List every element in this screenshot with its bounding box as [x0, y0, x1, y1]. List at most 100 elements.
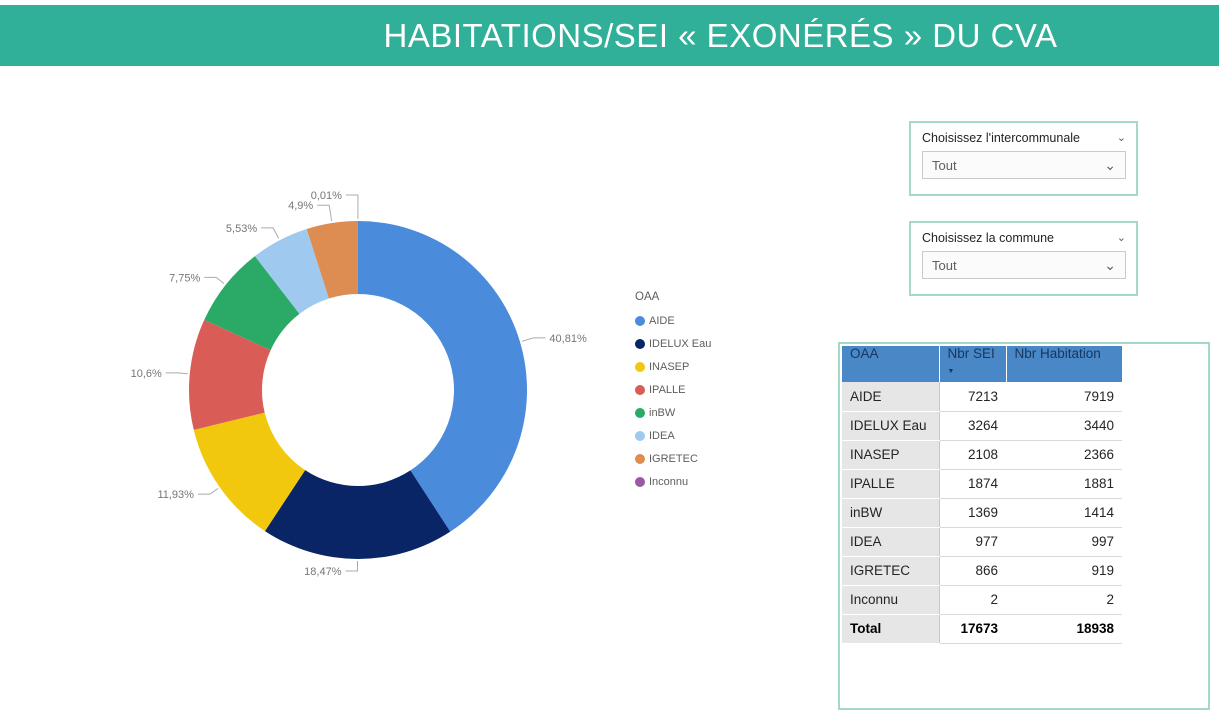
legend-item-IGRETEC[interactable]: IGRETEC: [635, 447, 725, 470]
legend-label: inBW: [649, 406, 676, 419]
table-cell-oaa[interactable]: INASEP: [842, 440, 940, 470]
table-row: IGRETEC 866 919: [842, 556, 1122, 586]
table-cell-value[interactable]: 866: [939, 556, 1006, 586]
donut-slice-label: 40,81%: [549, 333, 587, 345]
donut-slice-INASEP[interactable]: [193, 412, 306, 532]
table-cell-value[interactable]: 2: [939, 585, 1006, 615]
data-table-panel: OAA Nbr SEI ▼ Nbr Habitation AIDE 7213 791…: [838, 342, 1210, 710]
donut-slice-AIDE[interactable]: [358, 221, 527, 532]
label-leader-line: [521, 337, 546, 342]
legend-label: Inconnu: [649, 475, 689, 488]
legend-label: IDEA: [649, 429, 675, 442]
legend-item-IDEA[interactable]: IDEA: [635, 424, 725, 447]
legend-swatch-icon: [635, 407, 645, 418]
label-leader-line: [317, 204, 333, 222]
slicer-label: Choisissez la commune: [922, 231, 1054, 245]
label-leader-line: [345, 560, 359, 572]
donut-slice-inBW[interactable]: [204, 256, 300, 351]
donut-slice-label: 7,75%: [169, 272, 200, 284]
slicer-commune: Choisissez la commune ⌄ Tout ⌄: [909, 221, 1138, 296]
label-leader-line: [204, 276, 225, 285]
dropdown-value: Tout: [932, 157, 957, 173]
legend-swatch-icon: [635, 338, 645, 349]
chevron-down-icon[interactable]: ⌄: [1116, 231, 1126, 244]
label-leader-line: [197, 487, 219, 495]
table-cell-oaa[interactable]: IDELUX Eau: [842, 411, 940, 441]
table-cell-oaa[interactable]: Inconnu: [842, 585, 940, 615]
slicer-intercommunale: Choisissez l'intercommunale ⌄ Tout ⌄: [909, 121, 1138, 196]
legend-item-INASEP[interactable]: INASEP: [635, 355, 725, 378]
donut-slice-label: 4,9%: [288, 200, 313, 212]
page-title: HABITATIONS/SEI « EXONÉRÉS » DU CVA: [383, 16, 1058, 54]
table-cell-value[interactable]: 2108: [939, 440, 1006, 470]
legend-title: OAA: [635, 291, 660, 303]
chevron-down-icon: ⌄: [1104, 257, 1116, 273]
table-cell-value[interactable]: 1369: [939, 498, 1006, 528]
legend-item-IPALLE[interactable]: IPALLE: [635, 378, 725, 401]
donut-slice-IGRETEC[interactable]: [306, 221, 358, 299]
legend-item-AIDE[interactable]: AIDE: [635, 309, 725, 332]
table-cell-oaa[interactable]: IPALLE: [842, 469, 940, 499]
table-row: IDEA 977 997: [842, 527, 1122, 557]
table-cell-oaa[interactable]: IDEA: [842, 527, 940, 557]
table-cell-value[interactable]: 1414: [1006, 498, 1122, 528]
table-cell-value[interactable]: 7213: [939, 382, 1006, 412]
donut-slice-IDEA[interactable]: [254, 228, 329, 314]
donut-slice-label: 5,53%: [226, 223, 257, 235]
title-banner: HABITATIONS/SEI « EXONÉRÉS » DU CVA: [0, 5, 1219, 66]
chart-legend: OAA AIDE IDELUX Eau INASEP IPALLE inBW IDEA IG…: [635, 291, 725, 493]
table-cell-value[interactable]: 997: [1006, 527, 1122, 557]
column-header-nbr-habitation[interactable]: Nbr Habitation: [1006, 346, 1122, 382]
table-cell-value[interactable]: 1881: [1006, 469, 1122, 499]
table-row: INASEP 2108 2366: [842, 440, 1122, 470]
label-leader-line: [345, 194, 359, 220]
donut-slice-IDELUX Eau[interactable]: [264, 470, 451, 559]
label-leader-line: [165, 372, 188, 375]
slicer-header: Choisissez la commune ⌄: [911, 223, 1136, 249]
table-cell-value[interactable]: 3440: [1006, 411, 1122, 441]
table-header-row: OAA Nbr SEI ▼ Nbr Habitation: [842, 346, 1122, 382]
table-cell-oaa[interactable]: IGRETEC: [842, 556, 940, 586]
column-header-nbr-sei[interactable]: Nbr SEI ▼: [939, 346, 1007, 382]
legend-swatch-icon: [635, 361, 645, 372]
table-cell-oaa[interactable]: Total: [842, 614, 940, 644]
sort-descending-icon: ▼: [947, 368, 955, 375]
legend-item-IDELUX Eau[interactable]: IDELUX Eau: [635, 332, 725, 355]
legend-label: IPALLE: [649, 383, 686, 396]
legend-item-Inconnu[interactable]: Inconnu: [635, 470, 725, 493]
label-leader-line: [261, 227, 280, 239]
table-cell-value[interactable]: 977: [939, 527, 1006, 557]
legend-swatch-icon: [635, 430, 645, 441]
table-cell-value[interactable]: 7919: [1006, 382, 1122, 412]
table-cell-value[interactable]: 919: [1006, 556, 1122, 586]
legend-swatch-icon: [635, 453, 645, 464]
legend-label: AIDE: [649, 314, 675, 327]
column-header-oaa[interactable]: OAA: [842, 346, 940, 382]
table-cell-value[interactable]: 2: [1006, 585, 1122, 615]
legend-label: IDELUX Eau: [649, 337, 712, 350]
table-cell-oaa[interactable]: inBW: [842, 498, 940, 528]
table-row: inBW 1369 1414: [842, 498, 1122, 528]
table-cell-value[interactable]: 3264: [939, 411, 1006, 441]
table-cell-value[interactable]: 1874: [939, 469, 1006, 499]
dropdown-value: Tout: [932, 257, 957, 273]
donut-slice-IPALLE[interactable]: [189, 319, 271, 430]
slicer-label: Choisissez l'intercommunale: [922, 131, 1081, 145]
table-cell-value[interactable]: 18938: [1006, 614, 1122, 644]
table-row: Inconnu 2 2: [842, 585, 1122, 615]
donut-chart-svg: 40,81% 18,47% 11,93% 10,6% 7,75% 5,53% 4,9%0,0…: [131, 190, 587, 578]
table-cell-oaa[interactable]: AIDE: [842, 382, 940, 412]
donut-slice-label: 0,01%: [311, 190, 342, 202]
intercommunale-dropdown[interactable]: Tout ⌄: [922, 151, 1126, 179]
data-table: OAA Nbr SEI ▼ Nbr Habitation AIDE 7213 791…: [842, 346, 1122, 644]
chevron-down-icon: ⌄: [1104, 157, 1116, 173]
slicer-header: Choisissez l'intercommunale ⌄: [911, 123, 1136, 149]
legend-label: IGRETEC: [649, 452, 698, 465]
legend-item-inBW[interactable]: inBW: [635, 401, 725, 424]
table-row: IPALLE 1874 1881: [842, 469, 1122, 499]
table-cell-value[interactable]: 2366: [1006, 440, 1122, 470]
chevron-down-icon[interactable]: ⌄: [1116, 131, 1126, 144]
commune-dropdown[interactable]: Tout ⌄: [922, 251, 1126, 279]
table-cell-value[interactable]: 17673: [939, 614, 1006, 644]
donut-slice-label: 18,47%: [304, 566, 342, 578]
